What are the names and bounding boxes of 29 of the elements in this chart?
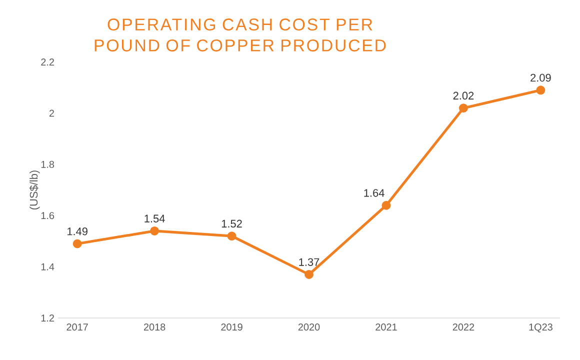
data-label: 2.02 (453, 92, 474, 100)
point (304, 270, 314, 279)
y-tick-label: 2.2 (41, 58, 54, 66)
data-label: 1.37 (299, 258, 320, 266)
x-tick-label: 2020 (298, 324, 320, 331)
point (536, 86, 546, 95)
y-tick-label: 1.2 (41, 314, 54, 322)
x-tick-label: 1Q23 (529, 324, 552, 332)
y-tick-label: 1.6 (41, 212, 54, 220)
data-label: 1.52 (222, 220, 242, 228)
point (150, 226, 160, 236)
data-label: 1.54 (144, 214, 165, 222)
x-tick-label: 2022 (452, 324, 474, 331)
data-label: 1.64 (364, 189, 384, 197)
point (72, 239, 82, 248)
y-tick-label: 2 (49, 110, 54, 117)
x-tick-label: 2017 (66, 324, 88, 331)
point (227, 232, 236, 241)
y-tick-label: 1.4 (41, 263, 54, 270)
point (382, 200, 391, 210)
y-tick-label: 1.8 (41, 160, 54, 168)
data-label: 2.09 (530, 74, 551, 82)
data-label: 1.49 (67, 227, 88, 236)
x-tick-label: 2019 (221, 324, 242, 331)
chart-title: OPERATING CASH COST PER POUND OF COPPER PRODUCED (94, 18, 386, 52)
x-tick-label: 2021 (376, 324, 397, 331)
x-tick-label: 2018 (144, 324, 166, 331)
y-axis-title: (US$/lb) (29, 170, 40, 210)
point (458, 104, 468, 113)
